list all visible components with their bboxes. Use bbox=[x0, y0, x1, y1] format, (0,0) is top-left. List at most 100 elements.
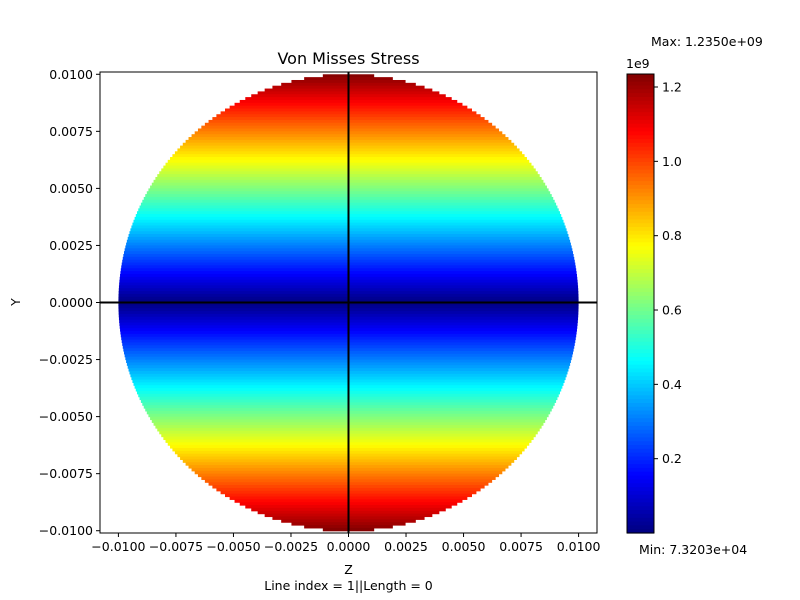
colorbar-segment bbox=[627, 376, 654, 381]
colorbar-segment bbox=[627, 506, 654, 511]
reference-lines bbox=[100, 72, 597, 533]
colorbar-segment bbox=[627, 410, 654, 416]
colorbar-segment bbox=[627, 402, 654, 408]
colorbar-segment bbox=[627, 276, 654, 282]
colorbar-segment bbox=[627, 139, 654, 144]
colorbar-segment bbox=[627, 169, 654, 175]
x-tick-label: 0.0050 bbox=[442, 539, 486, 554]
colorbar-segment bbox=[627, 211, 654, 217]
colorbar-segment bbox=[627, 441, 654, 446]
colorbar-segment bbox=[627, 188, 654, 194]
colorbar-segment bbox=[627, 253, 654, 259]
colorbar-segment bbox=[627, 284, 654, 289]
colorbar-min-label: Min: 7.3203e+04 bbox=[639, 542, 747, 557]
colorbar-segment bbox=[627, 116, 654, 121]
colorbar-segment bbox=[627, 464, 654, 469]
colorbar-segment bbox=[627, 299, 654, 305]
colorbar-segment bbox=[627, 177, 654, 182]
colorbar-segment bbox=[627, 77, 654, 83]
colorbar-segment bbox=[627, 230, 654, 236]
colorbar-segment bbox=[627, 100, 654, 106]
colorbar-segment bbox=[627, 330, 654, 335]
colorbar-tick-label: 0.2 bbox=[662, 451, 682, 466]
colorbar-segment bbox=[627, 215, 654, 220]
colorbar-segment bbox=[627, 475, 654, 481]
colorbar-segment bbox=[627, 295, 654, 301]
colorbar-segment bbox=[627, 334, 654, 339]
colorbar-segment bbox=[627, 357, 654, 362]
colorbar-segment bbox=[627, 433, 654, 438]
colorbar-segment bbox=[627, 257, 654, 263]
colorbar-segment bbox=[627, 483, 654, 488]
colorbar-segment bbox=[627, 269, 654, 274]
colorbar-segment bbox=[627, 414, 654, 419]
colorbar-segment bbox=[627, 119, 654, 125]
colorbar-segment bbox=[627, 383, 654, 389]
colorbar-segment bbox=[627, 150, 654, 155]
x-tick-label: 0.0000 bbox=[327, 539, 371, 554]
colorbar-segment bbox=[627, 112, 654, 117]
colorbar-segment bbox=[627, 353, 654, 358]
colorbar-segment bbox=[627, 349, 654, 354]
colorbar-segment bbox=[627, 521, 654, 526]
colorbar-segment bbox=[627, 418, 654, 423]
colorbar-segment bbox=[627, 422, 654, 427]
footer-label: Line index = 1||Length = 0 bbox=[264, 578, 433, 593]
colorbar-segment bbox=[627, 196, 654, 201]
x-tick-label: −0.0100 bbox=[91, 539, 145, 554]
colorbar-segment bbox=[627, 326, 654, 331]
colorbar-segment bbox=[627, 460, 654, 465]
colorbar-segment bbox=[627, 364, 654, 370]
colorbar-segment bbox=[627, 341, 654, 347]
x-axis-ticks: −0.0100 −0.0075 −0.0050 −0.0025 0.0000 0.0025… bbox=[91, 533, 601, 554]
x-tick-label: 0.0075 bbox=[499, 539, 543, 554]
colorbar-segment bbox=[627, 517, 654, 523]
colorbar-segment bbox=[627, 498, 654, 503]
colorbar-segment bbox=[627, 452, 654, 458]
colorbar-segment bbox=[627, 322, 654, 328]
y-tick-label: −0.0025 bbox=[39, 352, 93, 367]
colorbar-segment bbox=[627, 467, 654, 473]
colorbar-segment bbox=[627, 345, 654, 350]
colorbar-segment bbox=[627, 161, 654, 167]
colorbar-segment bbox=[627, 318, 654, 324]
x-tick-label: −0.0025 bbox=[264, 539, 318, 554]
colorbar: 0.2 0.4 0.6 0.8 1.0 1.2 bbox=[626, 73, 682, 534]
colorbar-segment bbox=[627, 471, 654, 477]
colorbar-segment bbox=[627, 307, 654, 312]
colorbar-segment bbox=[627, 292, 654, 297]
colorbar-segment bbox=[627, 127, 654, 132]
colorbar-segment bbox=[627, 395, 654, 400]
colorbar-segment bbox=[627, 387, 654, 393]
y-tick-label: −0.0050 bbox=[39, 409, 93, 424]
x-tick-label: −0.0050 bbox=[206, 539, 260, 554]
colorbar-segment bbox=[627, 510, 654, 515]
colorbar-segment bbox=[627, 406, 654, 412]
y-tick-label: 0.0075 bbox=[49, 124, 93, 139]
colorbar-segment bbox=[627, 146, 654, 152]
colorbar-segment bbox=[627, 74, 654, 79]
colorbar-segment bbox=[627, 93, 654, 98]
colorbar-segment bbox=[627, 192, 654, 197]
colorbar-segment bbox=[627, 96, 654, 102]
colorbar-segment bbox=[627, 173, 654, 178]
colorbar-segment bbox=[627, 184, 654, 190]
colorbar-segment bbox=[627, 234, 654, 240]
colorbar-segment bbox=[627, 337, 654, 343]
y-tick-label: −0.0100 bbox=[39, 523, 93, 538]
colorbar-segment bbox=[627, 311, 654, 316]
colorbar-tick-label: 1.2 bbox=[662, 80, 682, 95]
colorbar-segment bbox=[627, 380, 654, 385]
colorbar-segment bbox=[627, 246, 654, 251]
colorbar-segment bbox=[627, 479, 654, 484]
colorbar-segment bbox=[627, 261, 654, 266]
colorbar-segment bbox=[627, 204, 654, 209]
colorbar-segment bbox=[627, 219, 654, 224]
x-axis-label: Z bbox=[344, 562, 353, 577]
colorbar-segment bbox=[627, 89, 654, 94]
y-tick-label: 0.0050 bbox=[49, 181, 93, 196]
colorbar-segment bbox=[627, 207, 654, 213]
colorbar-segment bbox=[627, 165, 654, 171]
colorbar-segment bbox=[627, 487, 654, 492]
colorbar-segment bbox=[627, 360, 654, 366]
